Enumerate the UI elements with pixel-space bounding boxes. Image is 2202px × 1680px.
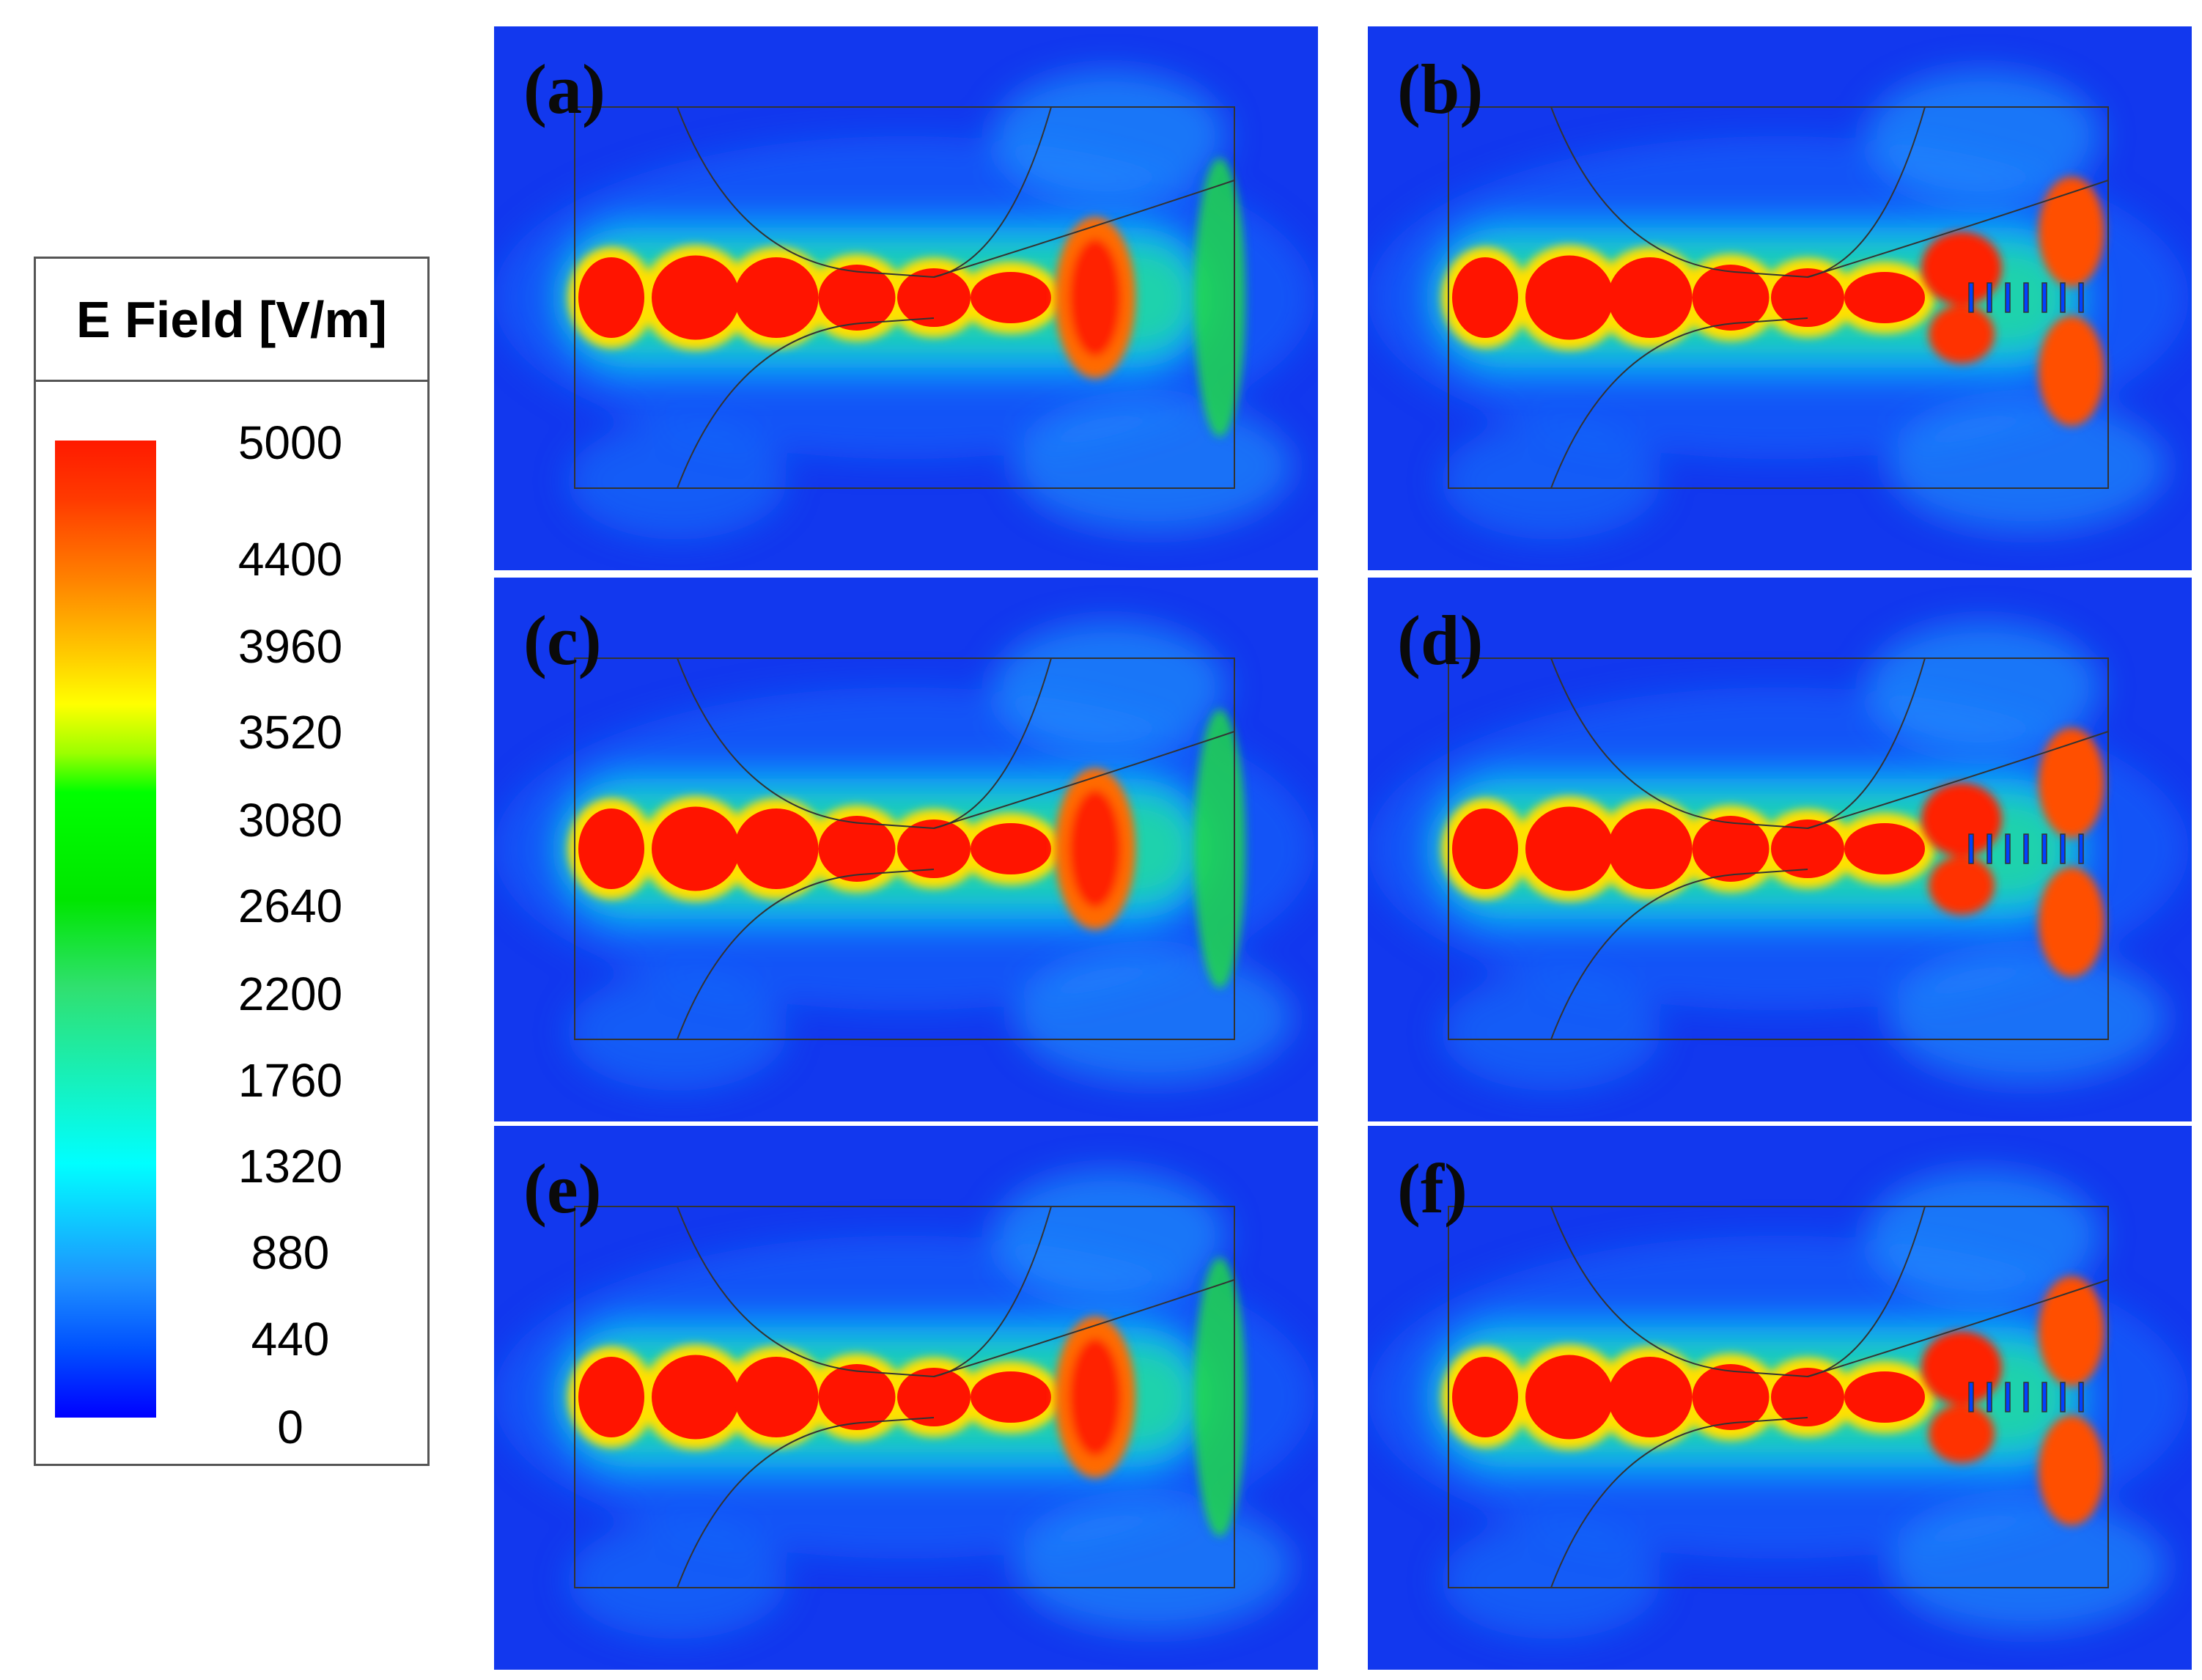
field-map-panel-b: (b) <box>1368 26 2192 570</box>
panel-label: (b) <box>1397 50 1484 128</box>
legend-tick: 4400 <box>237 533 343 586</box>
field-map-panel-c: (c) <box>494 578 1318 1121</box>
legend-tick: 5000 <box>237 416 343 469</box>
field-map-panel-d: (d) <box>1368 578 2192 1121</box>
legend-tick: 440 <box>251 1313 330 1366</box>
panel-label: (f) <box>1397 1149 1468 1228</box>
legend-tick: 2640 <box>237 880 343 932</box>
field-map-a <box>494 26 1318 570</box>
field-map-e <box>494 1126 1318 1670</box>
panel-label: (e) <box>523 1149 602 1228</box>
legend-tick: 1320 <box>237 1140 343 1193</box>
field-map-panel-f: (f) <box>1368 1126 2192 1670</box>
legend-tick: 1760 <box>237 1054 343 1107</box>
panel-label: (c) <box>523 601 602 679</box>
field-map-panel-a: (a) <box>494 26 1318 570</box>
colorbar-legend: E Field [V/m] 5000 4400 3960 3520 3080 2… <box>34 257 430 1466</box>
field-map-f <box>1368 1126 2192 1670</box>
panel-label: (d) <box>1397 601 1484 679</box>
legend-title: E Field [V/m] <box>36 259 427 382</box>
legend-tick: 3080 <box>237 794 343 847</box>
legend-tick: 0 <box>277 1401 303 1454</box>
field-map-c <box>494 578 1318 1121</box>
legend-tick: 2200 <box>237 968 343 1020</box>
legend-tick: 880 <box>251 1226 330 1279</box>
field-map-d <box>1368 578 2192 1121</box>
legend-tick: 3960 <box>237 620 343 673</box>
field-map-b <box>1368 26 2192 570</box>
field-map-panel-e: (e) <box>494 1126 1318 1670</box>
legend-tick: 3520 <box>237 706 343 759</box>
panel-label: (a) <box>523 50 605 128</box>
colorbar-gradient <box>55 441 156 1418</box>
